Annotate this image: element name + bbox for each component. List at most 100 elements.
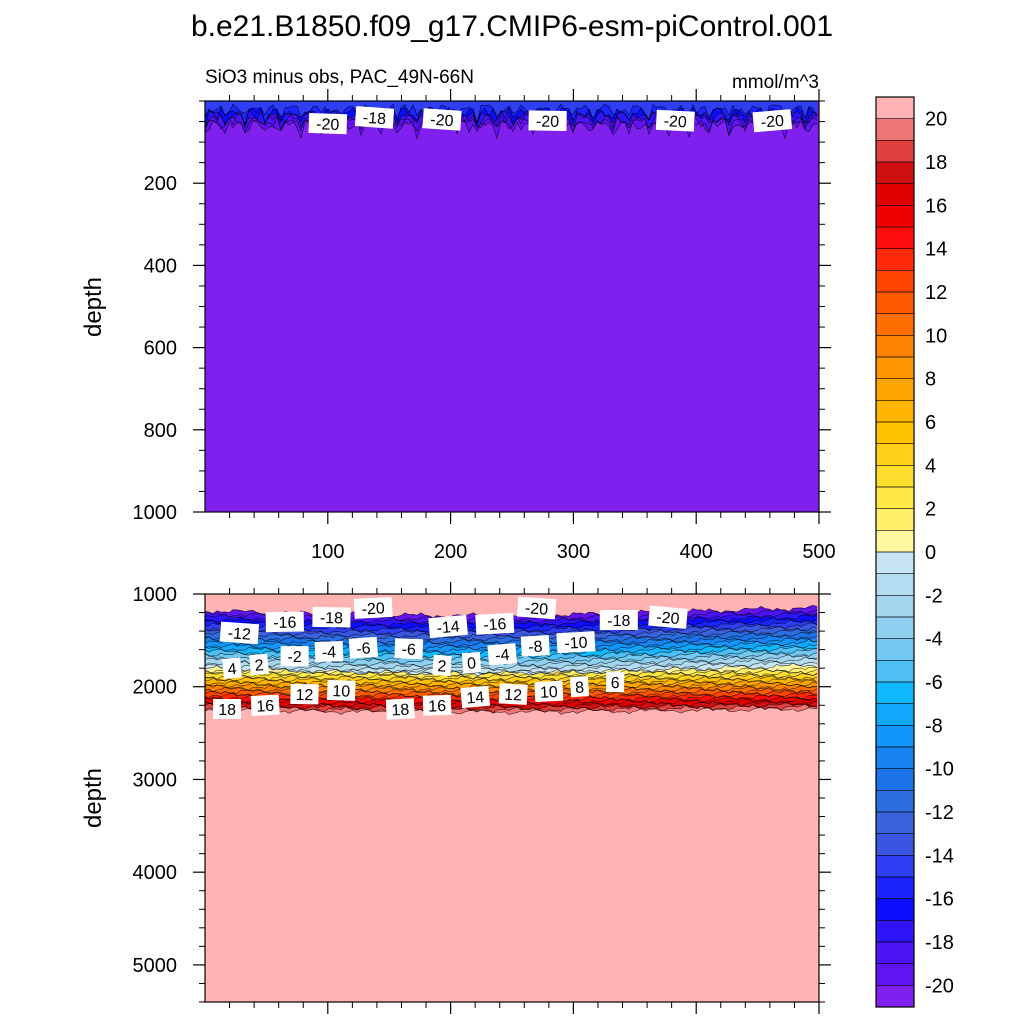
contour-label-text: -20 xyxy=(361,600,385,618)
lower-y-axis-title: depth xyxy=(80,768,107,828)
contour-label-box xyxy=(394,638,424,660)
contour-label-box xyxy=(422,108,462,131)
contour-line xyxy=(205,106,818,128)
colorbar-swatch xyxy=(876,768,914,791)
colorbar-swatch xyxy=(876,530,914,553)
y-tick-label: 5000 xyxy=(133,955,178,977)
contour-label-text: -20 xyxy=(524,600,548,619)
contour-line xyxy=(205,631,818,645)
contour-label-box xyxy=(460,685,491,709)
y-tick-label: 1000 xyxy=(133,502,178,524)
colorbar-tick-label: -12 xyxy=(925,802,954,824)
y-tick-label: 4000 xyxy=(133,862,178,884)
colorbar-swatch xyxy=(876,140,914,163)
contour-label-box xyxy=(314,641,344,662)
colorbar-tick-label: -2 xyxy=(925,585,943,607)
contour-label-text: 8 xyxy=(575,679,585,697)
contour-label-box xyxy=(326,679,356,701)
colorbar-swatch xyxy=(876,725,914,748)
colorbar-tick-label: -6 xyxy=(925,672,943,694)
contour-label-box xyxy=(556,631,596,654)
colorbar-tick-label: -20 xyxy=(925,975,954,997)
contour-label-box xyxy=(569,676,590,698)
contour-label-text: 10 xyxy=(332,683,350,701)
colorbar-swatch xyxy=(876,270,914,293)
contour-line xyxy=(205,119,818,140)
contour-label: 4 xyxy=(222,657,242,679)
contour-label-box xyxy=(265,611,304,633)
panel-subtitle-left: SiO3 minus obs, PAC_49N-66N xyxy=(205,67,474,88)
contour-label-text: 16 xyxy=(428,698,446,716)
contour-label-text: 18 xyxy=(218,702,236,719)
contour-label: -20 xyxy=(516,596,557,620)
contour-label-box xyxy=(428,614,468,639)
contour-line xyxy=(205,668,818,678)
contour-label: 0 xyxy=(461,651,482,674)
colorbar-tick-label: -14 xyxy=(925,845,954,867)
colorbar-swatch xyxy=(876,898,914,921)
colorbar-frame xyxy=(875,96,915,1008)
upper-axis-ticks: 200 400 600 800 1000 100 200 300 400 500 xyxy=(133,89,836,563)
contour-label-box xyxy=(534,680,564,703)
contour-label-box xyxy=(655,109,695,132)
colorbar-swatch xyxy=(876,812,914,834)
y-tick-label: 600 xyxy=(144,338,177,360)
colorbar-tick-label: 16 xyxy=(925,195,947,217)
colorbar-swatch xyxy=(876,118,914,141)
upper-contour-labels: -20 -18 -20 -20 -20 -20 xyxy=(308,106,793,135)
colorbar-swatch xyxy=(876,552,914,574)
contour-label: 16 xyxy=(250,694,280,717)
colorbar-tick-label: -10 xyxy=(925,759,954,781)
colorbar-tick-label: -8 xyxy=(925,715,943,737)
contour-label-text: 6 xyxy=(611,675,620,692)
lower-axis-ticks: 1000 2000 3000 4000 5000 xyxy=(133,582,831,1014)
contour-label: 6 xyxy=(606,671,625,693)
contour-label: -18 xyxy=(312,606,351,628)
contour-label-text: -4 xyxy=(494,647,510,665)
contour-label-text: -6 xyxy=(356,640,371,658)
colorbar: 20181614121086420-2-4-6-8-10-12-14-16-18… xyxy=(875,96,954,1008)
contour-label-box xyxy=(422,694,452,716)
contour-label: -4 xyxy=(314,641,344,662)
colorbar-tick-label: 6 xyxy=(925,412,936,434)
y-tick-label: 1000 xyxy=(133,584,178,606)
contour-label-text: 18 xyxy=(391,702,410,720)
colorbar-tick-label: 20 xyxy=(925,109,947,131)
contour-label: -12 xyxy=(219,621,260,645)
x-tick-label: 300 xyxy=(557,541,590,563)
x-tick-label: 200 xyxy=(434,541,467,563)
contour-line xyxy=(205,702,817,711)
contour-label: -18 xyxy=(354,106,395,129)
colorbar-swatch xyxy=(876,335,914,358)
colorbar-swatch xyxy=(876,443,914,466)
contour-label: 18 xyxy=(213,699,242,719)
contour-label-text: -6 xyxy=(401,641,416,658)
contour-label: -6 xyxy=(394,638,424,660)
colorbar-tick-label: 4 xyxy=(925,455,936,477)
upper-y-axis-title: depth xyxy=(80,277,107,337)
colorbar-tick-label: 12 xyxy=(925,282,947,304)
colorbar-swatch xyxy=(876,422,914,444)
contour-label-box xyxy=(308,112,348,135)
contour-label-text: -20 xyxy=(656,609,681,628)
colorbar-swatch xyxy=(876,508,914,531)
contour-label: 12 xyxy=(290,683,319,705)
colorbar-swatch xyxy=(876,162,914,184)
contour-line xyxy=(205,674,818,684)
contour-label: -20 xyxy=(648,605,688,629)
contour-label-text: -16 xyxy=(483,616,507,634)
contour-label-box xyxy=(250,694,280,717)
colorbar-swatch xyxy=(876,465,914,488)
colorbar-swatch xyxy=(876,747,914,769)
colorbar-tick-label: 10 xyxy=(925,325,947,347)
contour-label-box xyxy=(432,654,452,677)
y-tick-label: 800 xyxy=(144,420,177,442)
contour-label-text: -18 xyxy=(320,610,344,627)
colorbar-swatch xyxy=(876,855,914,878)
contour-label-text: -12 xyxy=(227,625,251,644)
colorbar-tick-label: 0 xyxy=(925,542,936,564)
colorbar-swatch xyxy=(876,682,914,704)
